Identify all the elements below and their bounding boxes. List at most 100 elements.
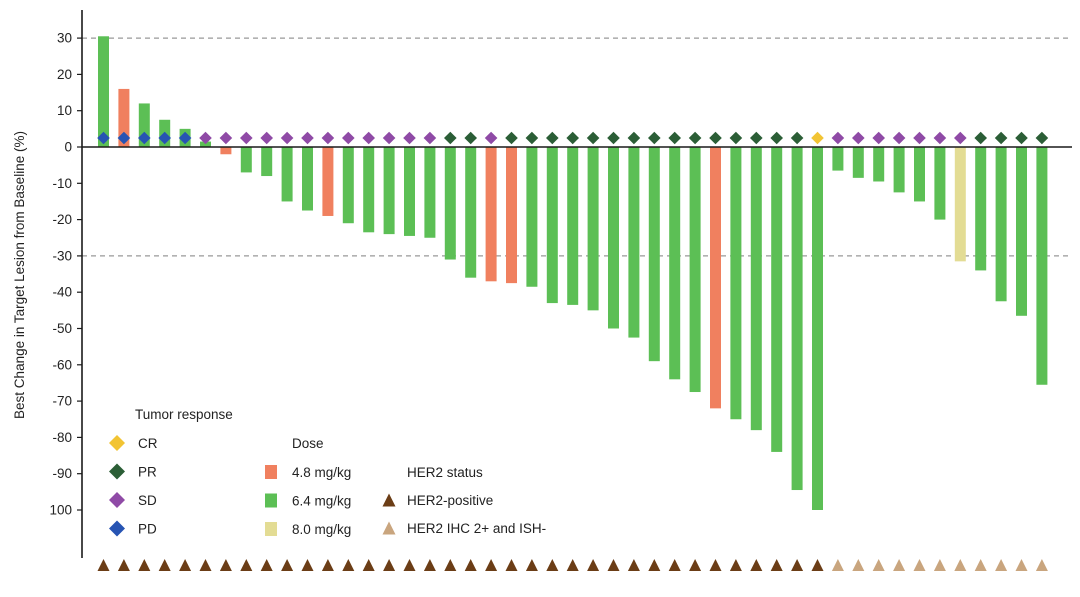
response-marker bbox=[627, 131, 641, 145]
her2-marker bbox=[709, 559, 722, 571]
bar bbox=[281, 147, 293, 202]
her2-marker bbox=[852, 559, 865, 571]
her2-marker bbox=[770, 559, 783, 571]
response-marker bbox=[852, 131, 865, 145]
bar bbox=[546, 147, 558, 304]
response-marker bbox=[158, 131, 171, 145]
response-marker bbox=[525, 131, 539, 145]
bar bbox=[587, 147, 599, 311]
bar bbox=[526, 147, 538, 287]
her2-marker bbox=[750, 559, 763, 571]
legend-response-marker bbox=[109, 520, 125, 537]
response-marker bbox=[607, 131, 620, 145]
bar bbox=[342, 147, 354, 224]
bar bbox=[506, 147, 517, 284]
legend-dose-swatch bbox=[265, 522, 277, 536]
legend-response-label: PD bbox=[138, 522, 157, 537]
legend-dose-label: 4.8 mg/kg bbox=[292, 465, 351, 480]
bar bbox=[98, 36, 109, 147]
response-marker bbox=[240, 131, 253, 145]
her2-marker bbox=[117, 559, 130, 571]
her2-marker bbox=[627, 559, 640, 571]
bar bbox=[832, 147, 844, 171]
her2-marker bbox=[199, 559, 212, 571]
legend-response-label: CR bbox=[138, 436, 158, 451]
y-tick-label: -90 bbox=[52, 466, 72, 481]
response-marker bbox=[382, 131, 396, 145]
her2-marker bbox=[893, 559, 906, 571]
response-marker bbox=[362, 131, 375, 145]
response-marker bbox=[117, 131, 131, 145]
her2-marker bbox=[138, 559, 151, 571]
her2-marker bbox=[281, 559, 294, 571]
legend-dose-swatch bbox=[265, 493, 277, 508]
bar bbox=[648, 147, 660, 362]
y-tick-label: 30 bbox=[57, 31, 72, 46]
bar bbox=[812, 147, 823, 510]
y-tick-label: 100 bbox=[49, 503, 72, 518]
legend-dose-swatch bbox=[265, 465, 277, 479]
bar bbox=[383, 147, 395, 235]
bar bbox=[261, 147, 273, 177]
response-marker bbox=[403, 131, 416, 145]
bar bbox=[302, 147, 313, 211]
response-marker bbox=[790, 131, 804, 145]
legend-her2-marker bbox=[382, 521, 396, 535]
response-markers bbox=[97, 131, 1049, 145]
bar bbox=[873, 147, 885, 182]
response-marker bbox=[178, 131, 192, 145]
her2-marker bbox=[444, 559, 457, 571]
her2-marker bbox=[872, 559, 885, 571]
bar bbox=[424, 147, 436, 238]
her2-markers bbox=[97, 559, 1048, 571]
her2-marker bbox=[566, 559, 579, 571]
her2-marker bbox=[525, 559, 538, 571]
y-tick-label: -80 bbox=[52, 430, 72, 445]
response-marker bbox=[301, 131, 314, 145]
her2-marker bbox=[811, 559, 824, 571]
response-marker bbox=[280, 131, 294, 145]
y-tick-label: -50 bbox=[52, 321, 72, 336]
response-marker bbox=[648, 131, 661, 145]
bar bbox=[852, 147, 864, 178]
response-marker bbox=[505, 131, 518, 145]
her2-marker bbox=[668, 559, 681, 571]
her2-marker bbox=[505, 559, 518, 571]
response-marker bbox=[444, 131, 457, 145]
response-marker bbox=[811, 131, 824, 145]
response-marker bbox=[586, 131, 600, 145]
bar bbox=[995, 147, 1007, 302]
legend-dose-label: 8.0 mg/kg bbox=[292, 522, 351, 537]
bar bbox=[771, 147, 783, 452]
her2-marker bbox=[464, 559, 477, 571]
bar bbox=[893, 147, 905, 193]
response-marker bbox=[546, 131, 559, 145]
bar bbox=[404, 147, 415, 236]
y-tick-label: 10 bbox=[57, 103, 72, 118]
bar bbox=[791, 147, 803, 491]
legend-response-marker bbox=[109, 463, 125, 480]
legend: Tumor response CR PR SD PD Dose 4.8 mg/kg 6.4 m… bbox=[109, 407, 546, 537]
her2-marker bbox=[729, 559, 742, 571]
her2-marker bbox=[933, 559, 946, 571]
her2-marker bbox=[831, 559, 844, 571]
response-marker bbox=[872, 131, 885, 145]
her2-marker bbox=[995, 559, 1008, 571]
bar bbox=[730, 147, 742, 420]
her2-marker bbox=[342, 559, 355, 571]
bar bbox=[914, 147, 925, 202]
legend-her2-label: HER2-positive bbox=[407, 493, 493, 508]
response-marker bbox=[688, 131, 702, 145]
her2-marker bbox=[689, 559, 702, 571]
bars bbox=[98, 36, 1048, 510]
her2-marker bbox=[219, 559, 232, 571]
her2-marker bbox=[97, 559, 110, 571]
bar bbox=[608, 147, 619, 329]
her2-marker bbox=[1035, 559, 1048, 571]
her2-marker bbox=[974, 559, 987, 571]
her2-marker bbox=[179, 559, 192, 571]
bar bbox=[954, 147, 966, 262]
her2-marker bbox=[485, 559, 498, 571]
bar bbox=[363, 147, 375, 233]
